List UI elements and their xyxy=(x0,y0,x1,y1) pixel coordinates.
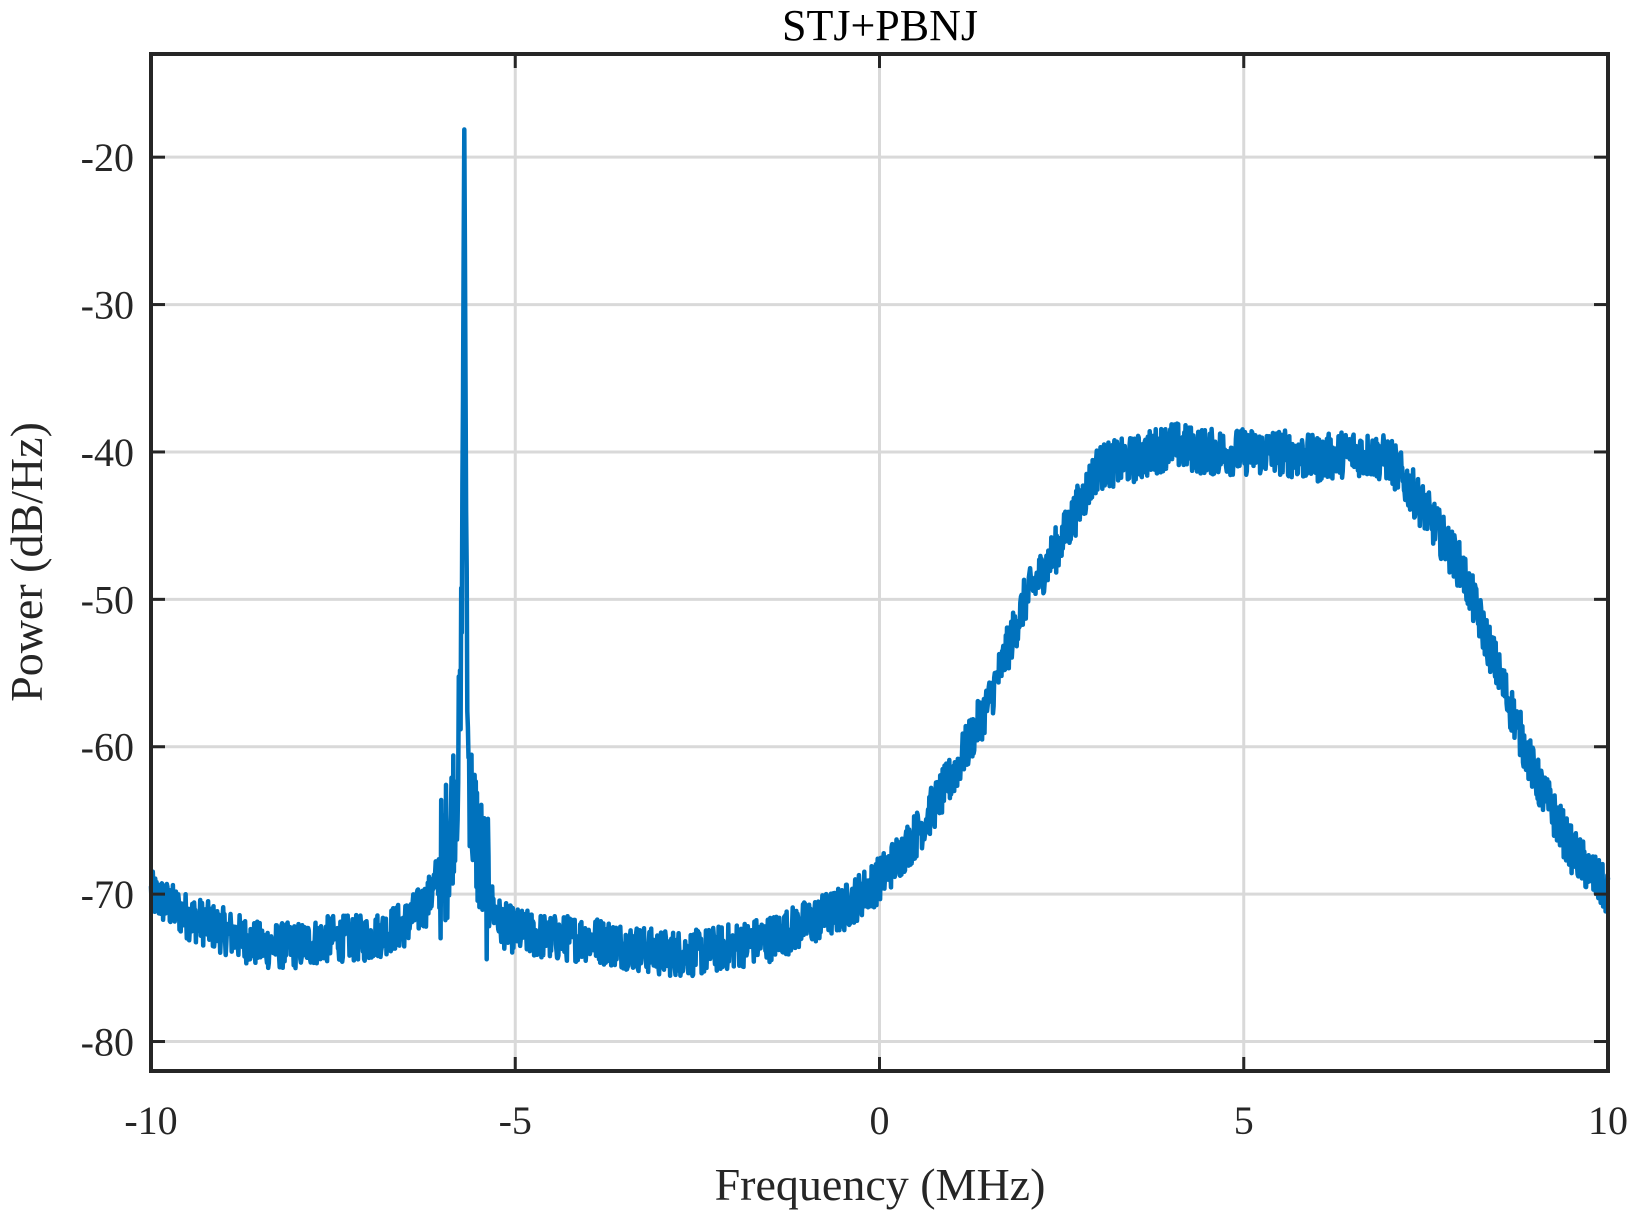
y-tick-label: -40 xyxy=(81,430,134,475)
x-tick-labels: -10 -5 0 5 10 xyxy=(124,1098,1628,1143)
x-tick-label: 5 xyxy=(1234,1098,1254,1143)
chart-title: STJ+PBNJ xyxy=(782,1,978,50)
x-tick-label: 0 xyxy=(870,1098,890,1143)
y-tick-labels: -80 -70 -60 -50 -40 -30 -20 xyxy=(81,135,134,1064)
axis-ticks xyxy=(149,54,1610,1071)
y-tick-label: -50 xyxy=(81,577,134,622)
series-group xyxy=(148,127,1611,979)
x-tick-label: -5 xyxy=(499,1098,532,1143)
y-axis-label: Power (dB/Hz) xyxy=(1,422,52,702)
y-tick-label: -60 xyxy=(81,725,134,770)
y-tick-label: -70 xyxy=(81,872,134,917)
series-line-psd xyxy=(148,127,1611,979)
y-tick-label: -80 xyxy=(81,1020,134,1065)
x-tick-label: 10 xyxy=(1588,1098,1628,1143)
x-tick-label: -10 xyxy=(124,1098,177,1143)
y-tick-label: -30 xyxy=(81,283,134,328)
x-axis-label: Frequency (MHz) xyxy=(715,1159,1046,1210)
y-tick-label: -20 xyxy=(81,135,134,180)
